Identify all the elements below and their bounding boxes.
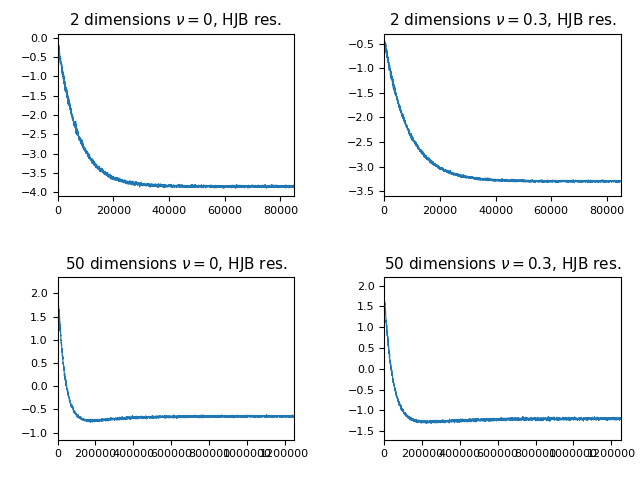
Title: 2 dimensions $\nu = 0.3$, HJB res.: 2 dimensions $\nu = 0.3$, HJB res. [388,12,616,30]
Title: 50 dimensions $\nu = 0$, HJB res.: 50 dimensions $\nu = 0$, HJB res. [65,255,287,274]
Title: 50 dimensions $\nu = 0.3$, HJB res.: 50 dimensions $\nu = 0.3$, HJB res. [384,255,621,274]
Title: 2 dimensions $\nu = 0$, HJB res.: 2 dimensions $\nu = 0$, HJB res. [69,12,282,30]
